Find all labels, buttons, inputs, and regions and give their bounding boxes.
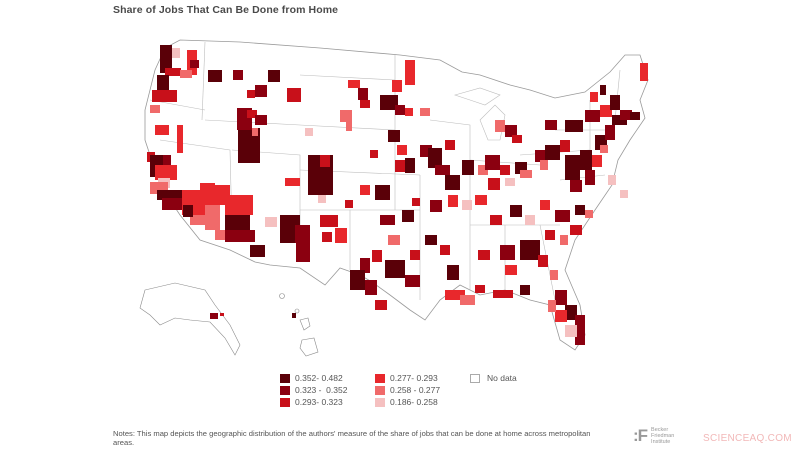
legend-item: 0.186- 0.258 (375, 396, 440, 408)
legend-item-no-data: No data (470, 372, 517, 384)
legend-swatch (375, 397, 385, 407)
legend-label: 0.186- 0.258 (390, 397, 438, 407)
anchorage-metro (210, 313, 218, 319)
legend-swatch (375, 373, 385, 383)
legend-swatch-no-data (470, 373, 480, 383)
legend-item: 0.258 - 0.277 (375, 384, 440, 396)
legend-item: 0.293- 0.323 (280, 396, 347, 408)
legend-swatch (280, 397, 290, 407)
logo-line-3: Institute (651, 439, 671, 445)
legend-swatch (280, 373, 290, 383)
map-title: Share of Jobs That Can Be Done from Home (113, 4, 339, 16)
metro-areas (147, 45, 648, 345)
watermark: SCIENCEAQ.COM (703, 433, 792, 444)
legend-label: 0.323 - 0.352 (295, 385, 348, 395)
logo-line-2: Friedman (651, 433, 675, 439)
legend-label: 0.258 - 0.277 (390, 385, 441, 395)
legend-item: 0.352- 0.482 (280, 372, 347, 384)
legend-column-2: 0.277- 0.293 0.258 - 0.277 0.186- 0.258 (375, 372, 440, 408)
logo-line-1: Becker (651, 427, 669, 433)
legend-swatch (375, 385, 385, 395)
legend-column-3: No data (470, 372, 517, 384)
legend-label: 0.277- 0.293 (390, 373, 438, 383)
legend-item: 0.277- 0.293 (375, 372, 440, 384)
legend-label: 0.293- 0.323 (295, 397, 343, 407)
legend-item: 0.323 - 0.352 (280, 384, 347, 396)
map-notes: Notes: This map depicts the geographic d… (113, 429, 591, 447)
legend-column-1: 0.352- 0.482 0.323 - 0.352 0.293- 0.323 (280, 372, 347, 408)
legend-label: 0.352- 0.482 (295, 373, 343, 383)
bfi-logo-text: Becker Friedman Institute (651, 427, 674, 445)
becker-friedman-logo: :F Becker Friedman Institute (633, 426, 674, 446)
legend-label: No data (487, 373, 517, 383)
honolulu-metro (292, 313, 296, 318)
hawaii-outline (279, 293, 319, 357)
legend-swatch (280, 385, 290, 395)
bfi-logo-mark-icon: :F (633, 426, 648, 445)
alaska-outline (139, 282, 241, 356)
us-outline (144, 39, 649, 351)
